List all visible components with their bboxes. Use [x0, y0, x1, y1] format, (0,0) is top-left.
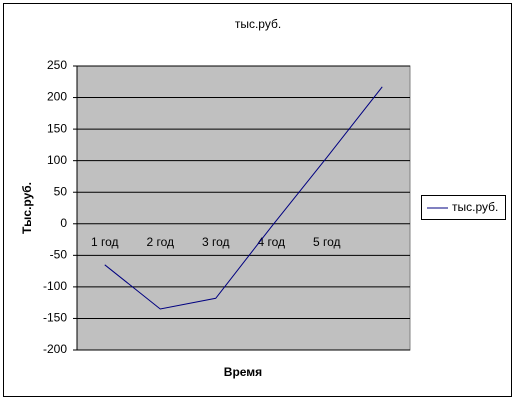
y-tick-label: 250: [47, 58, 67, 72]
y-tick-label: 0: [60, 216, 67, 230]
legend-label: тыс.руб.: [452, 200, 498, 214]
x-tick-label: 1 год: [91, 235, 119, 249]
y-tick-label: 100: [47, 153, 67, 167]
x-tick-label: 3 год: [202, 235, 230, 249]
y-tick-label: 50: [54, 184, 68, 198]
y-tick-label: -200: [43, 342, 67, 356]
x-tick-label: 4 год: [257, 235, 285, 249]
y-tick-label: 150: [47, 121, 67, 135]
y-tick-label: -150: [43, 311, 67, 325]
x-axis-label: Время: [224, 365, 262, 379]
x-tick-label: 2 год: [146, 235, 174, 249]
plot-area: [76, 65, 411, 351]
y-axis-label: Тыс.руб.: [20, 182, 34, 234]
x-tick-label: 5 год: [313, 235, 341, 249]
series-line: [104, 86, 383, 310]
y-tick-label: -50: [50, 248, 68, 262]
chart-title: тыс.руб.: [235, 17, 281, 31]
y-tick-label: 200: [47, 90, 67, 104]
y-tick-label: -100: [43, 279, 67, 293]
